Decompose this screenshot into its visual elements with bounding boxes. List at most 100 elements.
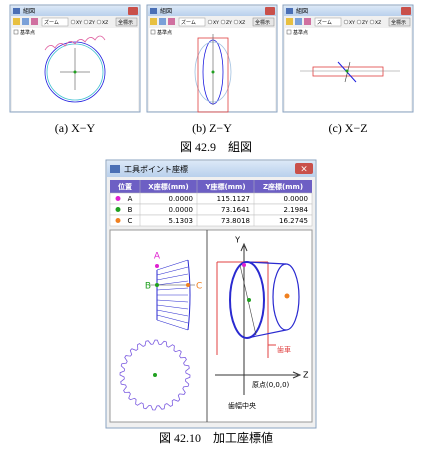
tool-icon[interactable] — [159, 18, 166, 25]
app-icon — [286, 8, 293, 14]
view-radio — [233, 19, 239, 25]
face-center-label: 歯幅中央 — [228, 401, 256, 410]
tool-icon[interactable] — [304, 18, 311, 25]
window-title: 組図 — [23, 7, 35, 15]
gear-outline — [119, 339, 191, 411]
figure-caption: 図 42.10 加工座標値 — [159, 430, 273, 445]
view-label: XZ — [102, 20, 108, 26]
zoom-label: ズーム — [181, 19, 196, 26]
tool-icon[interactable] — [22, 18, 29, 25]
point-label: C — [196, 282, 202, 292]
title-bar — [284, 6, 412, 16]
table-cell: 73.1641 — [221, 206, 250, 214]
table-header-cell: 位置 — [118, 182, 132, 191]
axis-label: Z — [303, 371, 309, 380]
gear-label: 歯車 — [277, 345, 291, 354]
zy-view — [194, 34, 232, 113]
table-header-cell: Y座標(mm) — [204, 182, 245, 191]
view-label: ZY — [362, 20, 368, 26]
tool-icon[interactable] — [295, 18, 302, 25]
checkbox — [150, 29, 156, 35]
xy-view — [44, 35, 106, 103]
xz-view — [300, 61, 400, 83]
origin-label: 原点(0,0,0) — [252, 381, 290, 389]
window-title: 組図 — [160, 7, 172, 15]
view-radio — [83, 19, 89, 25]
view-radio — [343, 19, 349, 25]
window-title: 工具ポイント座標 — [124, 164, 188, 174]
view-radio — [207, 19, 213, 25]
close-button — [401, 7, 411, 15]
redraw-button — [115, 17, 138, 27]
table-cell: 16.2745 — [279, 217, 308, 225]
app-icon — [13, 8, 20, 14]
tool-icon[interactable] — [286, 18, 293, 25]
view-label: XZ — [239, 20, 245, 26]
redraw-button — [252, 17, 275, 27]
table-cell: 115.1127 — [217, 195, 250, 203]
tool-icon[interactable] — [150, 18, 157, 25]
zoom-dropdown — [314, 17, 342, 27]
tool-icon[interactable] — [31, 18, 38, 25]
axis-label: Y — [234, 236, 240, 245]
zoom-label: ズーム — [44, 19, 59, 26]
table-header — [110, 180, 312, 193]
panel-caption: (b) Z−Y — [192, 121, 232, 135]
point-marker — [115, 218, 121, 223]
title-bar — [148, 6, 276, 16]
checkbox-label: 基準点 — [20, 29, 35, 36]
table-row — [109, 192, 313, 205]
zoom-dropdown — [178, 17, 206, 27]
figure-caption: 図 42.9 組図 — [180, 140, 252, 154]
panel-caption: (c) X−Z — [328, 121, 367, 135]
app-icon — [110, 165, 120, 173]
redraw-label: 全標示 — [118, 19, 133, 26]
tool-icon[interactable] — [13, 18, 20, 25]
view-radio — [356, 19, 362, 25]
redraw-label: 全標示 — [255, 19, 270, 26]
table-cell: C — [128, 217, 133, 225]
app-icon — [150, 8, 157, 14]
view-radio — [70, 19, 76, 25]
view-radio — [96, 19, 102, 25]
redraw-label: 全標示 — [391, 19, 406, 26]
table-cell: 73.8018 — [221, 217, 250, 225]
point-marker — [115, 196, 121, 201]
view-label: XY — [76, 20, 82, 26]
close-button — [265, 7, 275, 15]
close-button[interactable] — [295, 163, 313, 174]
table-row — [109, 203, 313, 216]
close-icon: × — [300, 165, 308, 175]
checkbox-label: 基準点 — [157, 29, 172, 36]
table-cell: 0.0000 — [169, 195, 194, 203]
view-radio — [369, 19, 375, 25]
zoom-label: ズーム — [317, 19, 332, 26]
table-cell: 0.0000 — [169, 206, 194, 214]
tool-cone — [150, 259, 195, 331]
close-button — [128, 7, 138, 15]
drawing-area — [109, 229, 313, 423]
table-cell: 5.1303 — [169, 217, 194, 225]
title-bar — [107, 161, 315, 177]
title-bar — [11, 6, 139, 16]
view-radio — [220, 19, 226, 25]
table-cell: B — [128, 206, 133, 214]
checkbox-label: 基準点 — [293, 29, 308, 36]
window-title: 組図 — [296, 7, 308, 15]
side-view — [215, 242, 302, 395]
point-marker — [115, 207, 121, 212]
point-label: A — [154, 252, 161, 262]
view-label: XZ — [375, 20, 381, 26]
table-cell: 0.0000 — [284, 195, 309, 203]
gear-center — [153, 373, 157, 377]
point-label: B — [145, 282, 151, 292]
checkbox — [286, 29, 292, 35]
tool-icon[interactable] — [168, 18, 175, 25]
view-label: ZY — [89, 20, 95, 26]
panel-caption: (a) X−Y — [55, 121, 96, 135]
table-row — [109, 214, 313, 227]
view-label: XY — [349, 20, 355, 26]
redraw-button — [388, 17, 411, 27]
view-label: XY — [213, 20, 219, 26]
